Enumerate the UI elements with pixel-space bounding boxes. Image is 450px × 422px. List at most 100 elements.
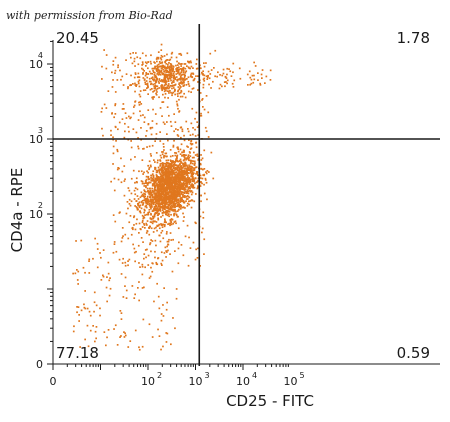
event-dot (158, 69, 161, 72)
event-dot (152, 231, 155, 233)
event-dot (192, 127, 194, 129)
event-dot (185, 198, 188, 200)
event-dot (192, 176, 194, 178)
event-dot (166, 245, 168, 248)
event-dot (77, 283, 79, 285)
event-dot (189, 152, 191, 154)
event-dot (112, 163, 114, 165)
event-dot (162, 64, 164, 67)
event-dot (161, 80, 164, 83)
event-dot (168, 173, 171, 176)
event-dot (174, 88, 176, 91)
event-dot (165, 196, 168, 199)
event-dot (166, 301, 168, 304)
event-dot (151, 202, 153, 205)
event-dot (179, 174, 181, 177)
event-dot (167, 97, 169, 99)
event-dot (162, 169, 165, 172)
event-dot (180, 181, 182, 184)
event-dot (205, 62, 207, 64)
event-dot (141, 182, 144, 185)
event-dot (188, 189, 191, 192)
event-dot (154, 194, 157, 196)
event-dot (165, 171, 167, 174)
event-dot (146, 230, 149, 233)
event-dot (212, 177, 215, 180)
event-dot (155, 81, 157, 84)
event-dot (233, 79, 236, 82)
event-dot (145, 83, 147, 85)
event-dot (221, 85, 223, 88)
event-dot (170, 185, 173, 187)
event-dot (155, 221, 158, 223)
event-dot (173, 191, 176, 194)
event-dot (143, 223, 145, 225)
event-dot (144, 205, 147, 208)
event-dot (111, 71, 113, 74)
event-dot (166, 231, 168, 233)
event-dot (167, 197, 169, 199)
event-dot (151, 67, 154, 70)
event-dot (185, 184, 187, 187)
event-dot (132, 83, 134, 85)
event-dot (177, 107, 179, 110)
event-dot (147, 109, 150, 111)
event-dot (177, 71, 180, 74)
event-dot (188, 166, 191, 168)
event-dot (121, 118, 124, 120)
event-dot (155, 77, 158, 80)
event-dot (162, 192, 165, 195)
event-dot (180, 71, 182, 74)
event-dot (150, 198, 152, 201)
event-dot (182, 66, 185, 69)
event-dot (172, 66, 175, 68)
event-dot (156, 70, 158, 73)
event-dot (203, 183, 205, 186)
event-dot (167, 186, 169, 188)
event-dot (152, 67, 155, 70)
event-dot (140, 200, 143, 203)
event-dot (167, 63, 169, 66)
event-dot (173, 221, 176, 223)
event-dot (182, 178, 185, 180)
event-dot (172, 222, 175, 225)
event-dot (148, 227, 151, 229)
event-dot (141, 221, 144, 224)
event-dot (95, 326, 98, 328)
event-dot (168, 164, 171, 166)
event-dot (134, 187, 137, 189)
event-dot (186, 189, 189, 192)
event-dot (105, 67, 108, 70)
event-dot (168, 222, 171, 225)
event-dot (160, 174, 163, 177)
event-dot (165, 341, 168, 343)
event-dot (150, 62, 152, 65)
event-dot (152, 69, 154, 72)
event-dot (109, 287, 112, 290)
event-dot (153, 181, 155, 184)
event-dot (152, 220, 155, 222)
event-dot (165, 193, 168, 196)
event-dot (185, 171, 188, 174)
event-dot (149, 60, 152, 63)
event-dot (177, 262, 180, 265)
event-dot (168, 177, 171, 179)
event-dot (94, 237, 96, 240)
event-dot (163, 86, 165, 88)
event-dot (159, 62, 162, 65)
event-dot (184, 190, 187, 193)
event-dot (160, 196, 163, 199)
event-dot (190, 190, 193, 193)
event-dot (170, 239, 173, 241)
event-dot (182, 196, 184, 198)
event-dot (158, 171, 161, 174)
event-dot (175, 202, 177, 205)
event-dot (166, 133, 168, 135)
event-dot (169, 253, 171, 255)
event-dot (201, 177, 204, 180)
event-dot (141, 180, 144, 183)
event-dot (154, 86, 156, 88)
event-dot (148, 178, 151, 180)
event-dot (186, 195, 189, 197)
event-dot (184, 173, 186, 175)
